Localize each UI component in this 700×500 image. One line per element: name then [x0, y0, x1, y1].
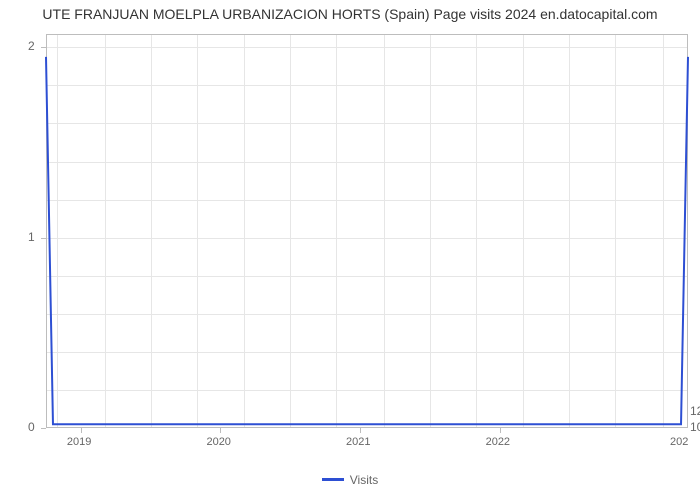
chart-container: UTE FRANJUAN MOELPLA URBANIZACION HORTS …: [0, 0, 700, 500]
series-line: [0, 0, 700, 500]
